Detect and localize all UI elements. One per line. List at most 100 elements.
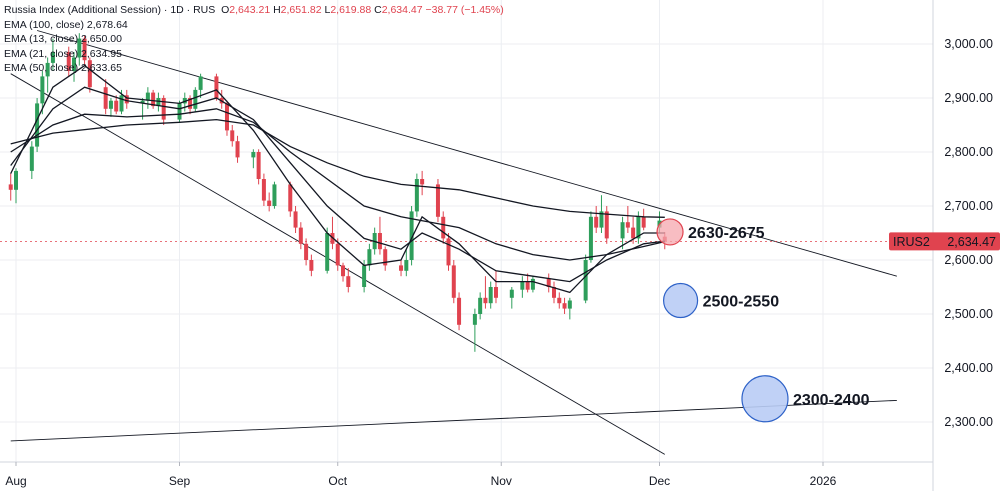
candle-down [66, 46, 71, 77]
candle-up [193, 87, 198, 112]
candle-body [588, 216, 593, 260]
candle-down [346, 268, 351, 293]
candle-down [151, 89, 156, 109]
candle-body [8, 184, 13, 190]
candle-up [272, 181, 277, 209]
price-tag-box [889, 232, 1000, 251]
candle-down [330, 216, 335, 250]
candle-up [588, 211, 593, 263]
candle-down [552, 281, 556, 304]
price-tag-value: 2,634.47 [947, 235, 996, 249]
legend-change: −38.77 (−1.45%) [425, 4, 504, 16]
y-tick-label: 2,500.00 [944, 307, 993, 321]
candle-body [594, 216, 599, 228]
y-tick-label: 3,000.00 [944, 37, 993, 51]
candle-up [35, 98, 40, 152]
candle-up [478, 292, 483, 320]
legend-ema-13[interactable]: EMA (13, close) 2,650.00 [4, 32, 504, 47]
candle-body [108, 100, 113, 109]
candle-down [304, 238, 309, 266]
candle-down [377, 216, 382, 255]
candle-down [641, 208, 646, 231]
candle-down [267, 192, 272, 212]
candle-body [525, 281, 530, 290]
legend-ema-21[interactable]: EMA (21, close) 2,634.95 [4, 47, 504, 62]
legend-high-label: H [273, 4, 281, 16]
candle-up [567, 297, 572, 320]
candle-down [383, 246, 388, 271]
candle-body [446, 238, 451, 266]
candle-body [35, 103, 40, 147]
candle-body [483, 297, 488, 304]
legend-ema-100[interactable]: EMA (100, close) 2,678.64 [4, 18, 504, 33]
legend-close-label: C [374, 4, 382, 16]
candle-body [103, 87, 108, 109]
candle-body [625, 222, 630, 228]
target-zone-circle [662, 282, 699, 319]
candle-down [8, 173, 13, 201]
candle-up [145, 87, 150, 109]
candle-body [409, 211, 414, 260]
candle-up [156, 92, 161, 112]
candle-down [420, 170, 425, 196]
candle-up [620, 216, 625, 250]
candle-down [87, 57, 92, 93]
candle-down [298, 222, 303, 250]
candle-body [341, 265, 346, 277]
candle-up [14, 168, 18, 204]
candle-down [161, 95, 166, 125]
candle-body [346, 276, 351, 287]
candle-up [488, 281, 493, 309]
candle-up [72, 52, 77, 82]
legend-open: 2,643.21 [229, 4, 271, 16]
legend-title: Russia Index (Additional Session) · 1D ·… [4, 4, 216, 16]
candle-down [594, 206, 599, 233]
candle-down [435, 179, 440, 223]
legend-ema-value: 2,633.65 [81, 62, 122, 74]
candle-body [362, 265, 367, 287]
candle-body [114, 100, 119, 112]
candle-body [520, 281, 525, 290]
candle-body [119, 95, 124, 112]
candle-body [161, 98, 166, 120]
candle-down [457, 292, 462, 331]
legend-ema-50[interactable]: EMA (50, close) 2,633.65 [4, 61, 504, 76]
candle-down [230, 125, 235, 147]
candle-body [325, 233, 330, 271]
candle-down [451, 260, 456, 304]
candle-up [325, 227, 330, 274]
candle-body [66, 52, 71, 71]
candle-up [251, 149, 256, 169]
candle-body [435, 184, 440, 217]
candle-body [457, 297, 462, 325]
candle-body [235, 141, 240, 158]
candle-down [562, 297, 567, 314]
candle-body [188, 98, 193, 109]
candle-down [188, 95, 193, 115]
candle-down [288, 181, 293, 217]
candle-down [219, 89, 224, 109]
candle-down [399, 260, 404, 277]
candle-body [50, 52, 55, 63]
candle-body [298, 227, 303, 244]
candle-body [272, 184, 277, 206]
candle-down [309, 254, 314, 277]
candles [8, 33, 667, 352]
candle-body [636, 216, 641, 239]
candle-down [525, 273, 530, 293]
candle-down [625, 206, 630, 233]
candle-body [145, 92, 150, 101]
candle-up [414, 173, 419, 217]
candle-body [641, 216, 646, 228]
candle-body [261, 179, 266, 201]
candle-body [256, 152, 261, 179]
candle-body [478, 297, 483, 314]
x-tick-label: Sep [169, 474, 191, 488]
candle-body [288, 184, 293, 212]
candle-down [224, 100, 229, 136]
legend-open-label: O [221, 4, 230, 16]
legend-ema-label: EMA (13, close) [4, 33, 79, 45]
candle-body [14, 170, 18, 190]
candle-down [483, 276, 488, 309]
